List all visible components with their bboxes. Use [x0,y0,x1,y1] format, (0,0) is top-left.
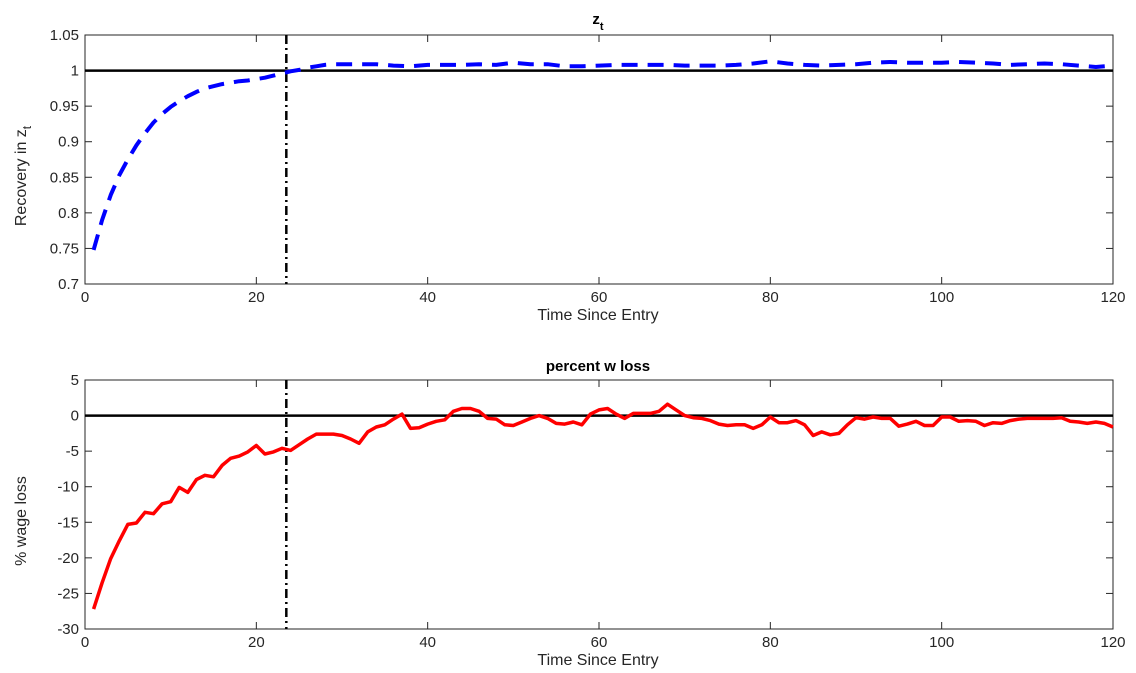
y-tick-label: 1.05 [50,27,79,44]
x-axis-label: Time Since Entry [537,652,658,669]
x-tick-label: 100 [929,634,954,651]
x-axis-label: Time Since Entry [537,307,658,324]
y-tick-label: -15 [57,514,79,531]
chart-title: zt [592,11,604,33]
y-tick-label: -20 [57,550,79,567]
y-axis-label: % wage loss [13,476,30,566]
y-axis-label-main: Recovery in z [13,129,30,226]
x-tick-label: 20 [248,289,265,306]
y-tick-label: 0 [71,408,79,425]
series-line [91,59,1114,251]
y-tick-label: 5 [71,372,79,389]
chart-title-main: z [592,11,600,28]
y-tick-label: 0.7 [58,276,79,293]
x-tick-label: 0 [81,289,89,306]
y-tick-label: 1 [71,63,79,80]
y-tick-label: 0.85 [50,169,79,186]
x-tick-label: 20 [248,634,265,651]
y-tick-label: -10 [57,479,79,496]
chart-title-subscript: t [600,21,604,33]
y-axis-label: Recovery in zt [13,125,34,226]
x-tick-label: 60 [591,634,608,651]
x-tick-label: 80 [762,634,779,651]
y-tick-label: -30 [57,621,79,638]
x-tick-label: 60 [591,289,608,306]
chart-z-recovery: zt Recovery in zt Time Since Entry 0 20 40… [13,11,1126,324]
plot-area-frame [84,379,1114,630]
y-tick-label: -5 [66,443,79,460]
x-tick-label: 40 [419,289,436,306]
series-line [91,402,1114,610]
x-tick-label: 120 [1100,634,1125,651]
y-tick-label: 0.95 [50,98,79,115]
y-tick-label: -25 [57,585,79,602]
x-tick-label: 80 [762,289,779,306]
plot-area-frame [84,34,1114,285]
chart-percent-wage-loss: percent w loss % wage loss Time Since En… [13,358,1126,669]
x-tick-label: 120 [1100,289,1125,306]
y-axis-label-subscript: t [20,125,34,129]
x-tick-label: 40 [419,634,436,651]
chart-title: percent w loss [546,358,650,375]
x-tick-label: 0 [81,634,89,651]
y-tick-label: 0.75 [50,240,79,257]
y-tick-label: 0.9 [58,134,79,151]
x-tick-label: 100 [929,289,954,306]
y-tick-label: 0.8 [58,205,79,222]
